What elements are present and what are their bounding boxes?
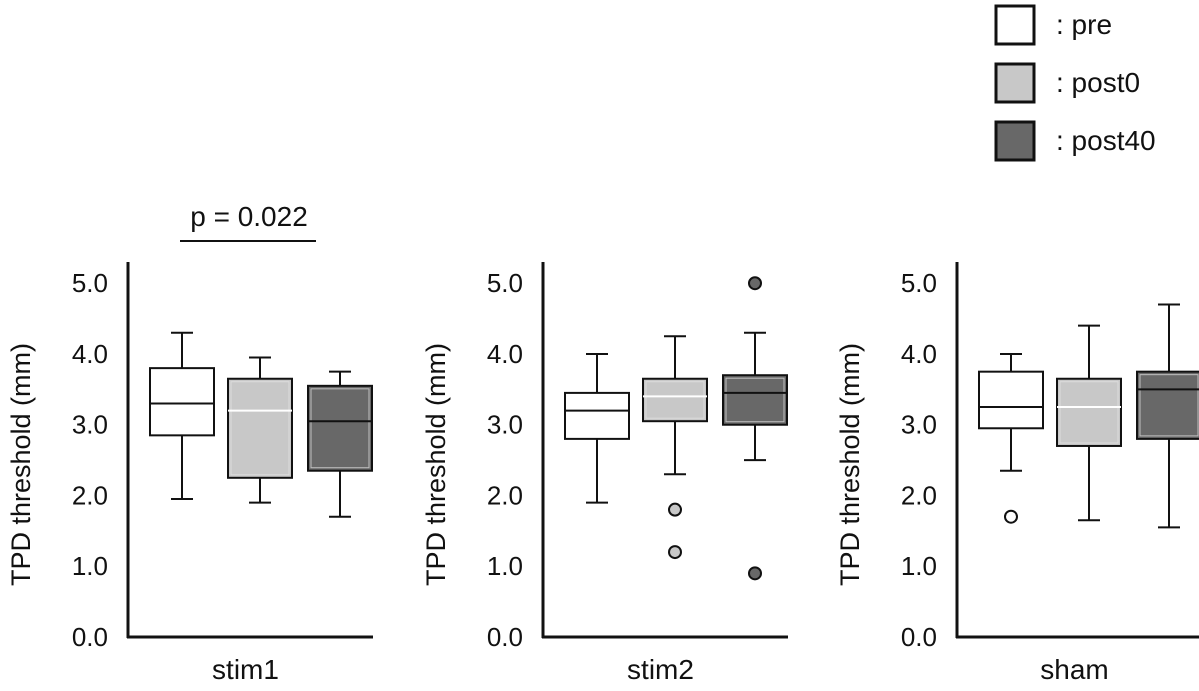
y-tick-label: 0.0 — [72, 622, 108, 652]
outlier-point — [668, 545, 682, 560]
box-sham-pre — [978, 352, 1044, 524]
box-sham-post0 — [1056, 324, 1122, 522]
box-iqr — [722, 374, 788, 426]
box-iqr — [1136, 370, 1199, 440]
y-axis-label: TPD threshold (mm) — [6, 343, 36, 586]
box-iqr — [227, 377, 293, 479]
panel-stim1: 0.0 1.0 2.0 3.0 4.0 5.0 TPD threshold (mm) stim… — [6, 201, 373, 685]
legend-label-2: : post40 — [1056, 125, 1156, 156]
box-inner-frame — [1139, 374, 1199, 437]
panel-sham: 0.0 1.0 2.0 3.0 4.0 5.0 TPD threshold (mm) sham — [835, 262, 1199, 685]
y-tick-label: 3.0 — [72, 410, 108, 440]
y-tick-label: 5.0 — [487, 268, 523, 298]
box-iqr — [978, 370, 1044, 430]
y-tick-label: 2.0 — [901, 480, 937, 510]
box-inner-frame — [725, 377, 785, 423]
legend-swatch-0 — [994, 4, 1036, 46]
y-tick-label: 4.0 — [72, 339, 108, 369]
box-iqr — [1056, 377, 1122, 447]
box-stim1-post0 — [227, 356, 293, 504]
significance-label: p = 0.022 — [190, 201, 308, 232]
box-stim1-pre — [149, 331, 215, 501]
y-tick-label: 0.0 — [487, 622, 523, 652]
y-tick-label: 4.0 — [901, 339, 937, 369]
box-inner-frame — [152, 370, 212, 433]
x-axis-label: sham — [1040, 654, 1108, 685]
legend-swatch-1 — [994, 62, 1036, 104]
x-axis-label: stim2 — [627, 654, 694, 685]
y-tick-label: 0.0 — [901, 622, 937, 652]
y-tick-label: 4.0 — [487, 339, 523, 369]
y-tick-label: 2.0 — [487, 480, 523, 510]
box-inner-frame — [645, 381, 705, 419]
y-tick-label: 5.0 — [72, 268, 108, 298]
box-inner-frame — [310, 388, 370, 469]
y-axis-label: TPD threshold (mm) — [421, 343, 451, 586]
y-tick-label: 1.0 — [487, 551, 523, 581]
box-iqr — [149, 367, 215, 437]
outlier-point — [748, 276, 762, 291]
legend: : pre : post0 : post40 — [994, 4, 1156, 162]
box-stim2-pre — [564, 352, 630, 504]
x-axis-label: stim1 — [212, 654, 279, 685]
y-tick-label: 1.0 — [72, 551, 108, 581]
y-axis-label: TPD threshold (mm) — [835, 343, 865, 586]
box-iqr — [642, 377, 708, 423]
box-inner-frame — [567, 395, 627, 437]
box-stim1-post40 — [307, 370, 373, 518]
panel-stim2: 0.0 1.0 2.0 3.0 4.0 5.0 TPD threshold (mm) stim… — [421, 262, 788, 685]
y-tick-label: 3.0 — [487, 410, 523, 440]
box-sham-post40 — [1136, 303, 1199, 529]
legend-swatch-2 — [994, 120, 1036, 162]
y-tick-label: 1.0 — [901, 551, 937, 581]
legend-label-0: : pre — [1056, 9, 1112, 40]
box-stim2-post40 — [722, 276, 788, 581]
chart-panels: 0.0 1.0 2.0 3.0 4.0 5.0 TPD threshold (mm) stim… — [6, 201, 1199, 685]
outlier-point — [1004, 509, 1018, 524]
box-inner-frame — [981, 374, 1041, 426]
y-tick-label: 3.0 — [901, 410, 937, 440]
box-inner-frame — [1059, 381, 1119, 444]
box-inner-frame — [230, 381, 290, 476]
outlier-point — [668, 502, 682, 517]
y-tick-label: 5.0 — [901, 268, 937, 298]
box-stim2-post0 — [642, 335, 708, 560]
outlier-point — [748, 566, 762, 581]
y-tick-label: 2.0 — [72, 480, 108, 510]
box-iqr — [564, 391, 630, 440]
box-iqr — [307, 384, 373, 472]
legend-label-1: : post0 — [1056, 67, 1140, 98]
